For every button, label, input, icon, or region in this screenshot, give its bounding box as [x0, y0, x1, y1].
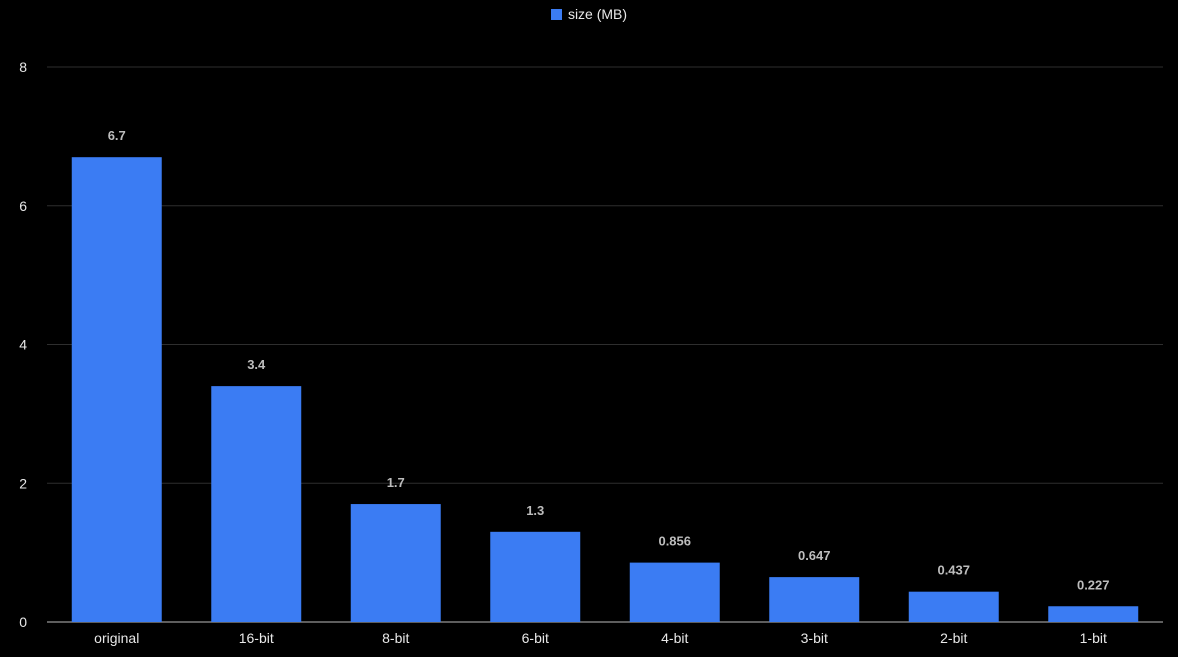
y-tick-label: 6: [19, 198, 27, 214]
bar: [769, 577, 860, 622]
x-tick-label: 2-bit: [940, 630, 967, 646]
y-tick-label: 4: [19, 337, 27, 353]
y-tick-label: 0: [19, 614, 27, 630]
x-tick-label: 6-bit: [522, 630, 549, 646]
x-tick-label: 3-bit: [801, 630, 828, 646]
data-label: 0.227: [1077, 577, 1110, 592]
bar: [71, 157, 162, 622]
data-label: 1.3: [526, 503, 544, 518]
y-tick-label: 8: [19, 59, 27, 75]
bar: [1048, 606, 1139, 622]
data-label: 1.7: [387, 475, 405, 490]
data-label: 0.437: [937, 563, 970, 578]
data-label: 0.856: [658, 534, 691, 549]
x-tick-label: 4-bit: [661, 630, 688, 646]
x-tick-label: 16-bit: [239, 630, 274, 646]
data-label: 3.4: [247, 357, 266, 372]
x-tick-label: 1-bit: [1080, 630, 1107, 646]
bar: [629, 562, 720, 622]
bar: [490, 531, 581, 622]
data-label: 6.7: [108, 128, 126, 143]
data-label: 0.647: [798, 548, 831, 563]
bar: [350, 504, 441, 622]
x-tick-label: 8-bit: [382, 630, 409, 646]
bar: [908, 591, 999, 622]
bar: [211, 386, 302, 622]
y-tick-label: 2: [19, 475, 27, 491]
x-tick-label: original: [94, 630, 139, 646]
